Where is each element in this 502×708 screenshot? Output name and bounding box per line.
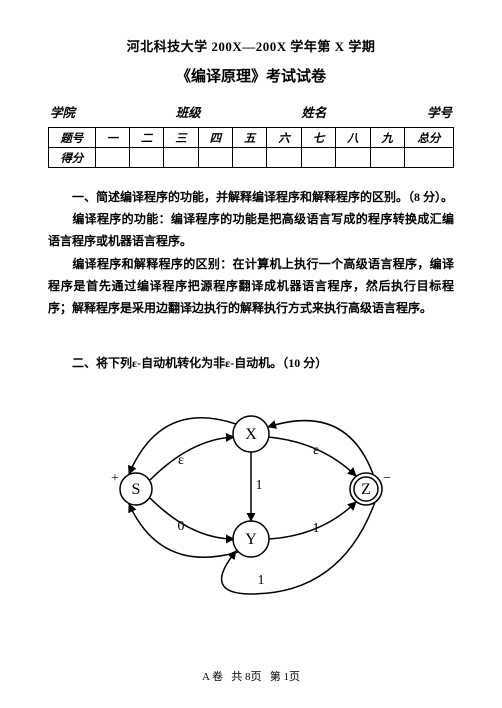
automaton-diagram: ε 0 1 ε 1 1 S X Y Z + − bbox=[48, 394, 454, 604]
svg-text:1: 1 bbox=[258, 573, 265, 588]
cell-total: 总分 bbox=[404, 128, 453, 148]
cell-col: 二 bbox=[129, 128, 163, 148]
cell-empty bbox=[164, 148, 198, 168]
q1-p1: 编译程序的功能：编译程序的功能是把高级语言写成的程序转换成汇编语言程序或机器语言… bbox=[48, 212, 454, 248]
q2-text: 二、将下列ε-自动机转化为非ε-自动机。（10 分） bbox=[72, 356, 327, 370]
info-line: 学院 班级 姓名 学号 bbox=[48, 102, 454, 121]
cell-col: 一 bbox=[95, 128, 129, 148]
cell-col: 九 bbox=[370, 128, 404, 148]
cell-empty bbox=[129, 148, 163, 168]
cell-empty bbox=[233, 148, 267, 168]
cell-rowlabel2: 得分 bbox=[49, 148, 96, 168]
q1-p2: 编译程序和解释程序的区别：在计算机上执行一个高级语言程序，编译程序是首先通过编译… bbox=[48, 257, 454, 315]
header-line-2: 《编译原理》考试试卷 bbox=[48, 65, 454, 86]
svg-text:ε: ε bbox=[313, 443, 319, 458]
label-no: 学号 bbox=[427, 102, 452, 121]
svg-text:Y: Y bbox=[245, 531, 257, 548]
table-row: 题号 一 二 三 四 五 六 七 八 九 总分 bbox=[49, 128, 454, 148]
cell-empty bbox=[95, 148, 129, 168]
footer-c: 第 1页 bbox=[270, 671, 300, 683]
q1-head: 一、简述编译程序的功能，并解释编译程序和解释程序的区别。（8 分）。 bbox=[72, 190, 453, 204]
cell-col: 七 bbox=[301, 128, 335, 148]
svg-text:−: − bbox=[383, 471, 391, 486]
cell-empty bbox=[336, 148, 370, 168]
svg-text:X: X bbox=[245, 426, 257, 443]
automaton-svg: ε 0 1 ε 1 1 S X Y Z + − bbox=[101, 394, 401, 604]
cell-col: 五 bbox=[233, 128, 267, 148]
svg-text:+: + bbox=[111, 471, 119, 486]
label-name: 姓名 bbox=[301, 102, 326, 121]
cell-empty bbox=[198, 148, 232, 168]
svg-text:Z: Z bbox=[361, 481, 371, 498]
footer-b: 共 8页 bbox=[231, 671, 261, 683]
header-line-1: 河北科技大学 200X—200X 学年第 X 学期 bbox=[48, 36, 454, 55]
cell-col: 四 bbox=[198, 128, 232, 148]
cell-empty bbox=[370, 148, 404, 168]
cell-empty bbox=[267, 148, 301, 168]
cell-col: 三 bbox=[164, 128, 198, 148]
cell-rowlabel1: 题号 bbox=[49, 128, 96, 148]
question-2: 二、将下列ε-自动机转化为非ε-自动机。（10 分） bbox=[48, 353, 454, 373]
label-college: 学院 bbox=[50, 102, 75, 121]
score-table: 题号 一 二 三 四 五 六 七 八 九 总分 得分 bbox=[48, 127, 454, 168]
cell-col: 八 bbox=[336, 128, 370, 148]
svg-text:S: S bbox=[132, 481, 141, 498]
question-1: 一、简述编译程序的功能，并解释编译程序和解释程序的区别。（8 分）。 编译程序的… bbox=[48, 186, 454, 319]
svg-text:1: 1 bbox=[313, 521, 320, 536]
svg-text:ε: ε bbox=[178, 453, 184, 468]
cell-col: 六 bbox=[267, 128, 301, 148]
cell-empty bbox=[404, 148, 453, 168]
footer-a: A 卷 bbox=[202, 671, 223, 683]
label-class: 班级 bbox=[176, 102, 201, 121]
svg-text:0: 0 bbox=[178, 519, 185, 534]
svg-text:1: 1 bbox=[256, 478, 263, 493]
cell-empty bbox=[301, 148, 335, 168]
table-row: 得分 bbox=[49, 148, 454, 168]
page-footer: A 卷 共 8页 第 1页 bbox=[0, 668, 502, 684]
